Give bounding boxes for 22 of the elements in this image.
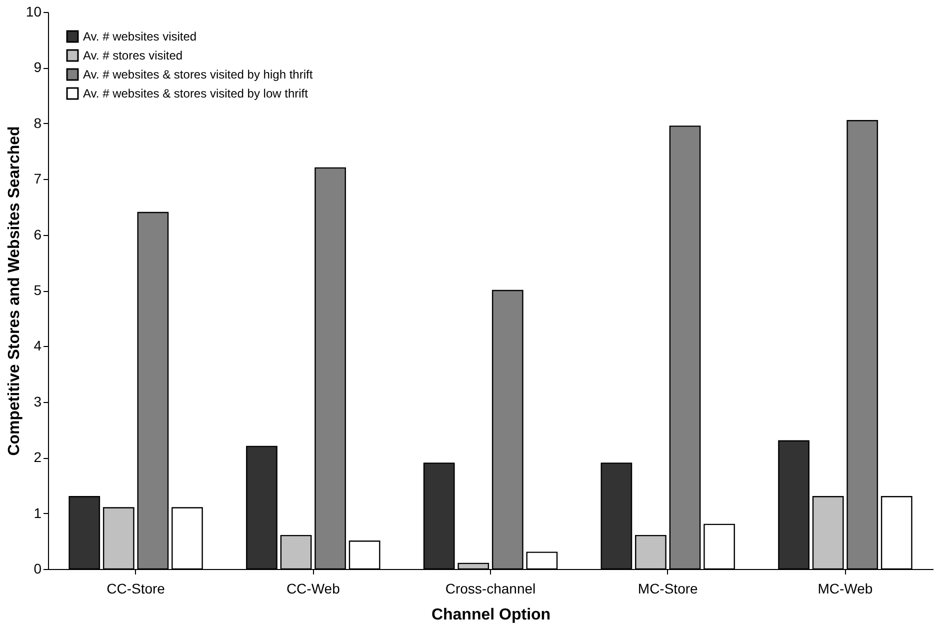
y-tick-label: 5 [34, 282, 42, 298]
y-tick-label: 7 [34, 170, 42, 187]
x-tick-label: MC-Web [818, 580, 873, 596]
y-tick-label: 6 [34, 226, 42, 242]
x-tick-label: CC-Store [106, 580, 166, 596]
legend-label: Av. # stores visited [83, 48, 183, 62]
y-tick-label: 9 [34, 59, 42, 76]
y-tick-label: 8 [34, 114, 42, 131]
y-tick-label: 3 [34, 393, 42, 410]
y-tick-label: 0 [34, 560, 42, 576]
x-tick-label: MC-Store [638, 580, 698, 596]
y-tick-label: 1 [34, 504, 42, 521]
y-tick-label: 10 [26, 4, 42, 20]
x-tick-label: Cross-channel [445, 580, 536, 596]
x-axis-title: Channel Option [431, 606, 551, 624]
legend-label: Av. # websites visited [83, 30, 197, 44]
y-axis-title: Competitive Stores and Websites Searched [6, 126, 23, 456]
y-tick-label: 2 [34, 449, 42, 466]
legend-label: Av. # websites & stores visited by low thrift [83, 86, 309, 100]
x-tick-label: CC-Web [286, 580, 340, 596]
y-tick-label: 4 [34, 338, 42, 354]
legend-label: Av. # websites & stores visited by high thrift [83, 68, 314, 82]
